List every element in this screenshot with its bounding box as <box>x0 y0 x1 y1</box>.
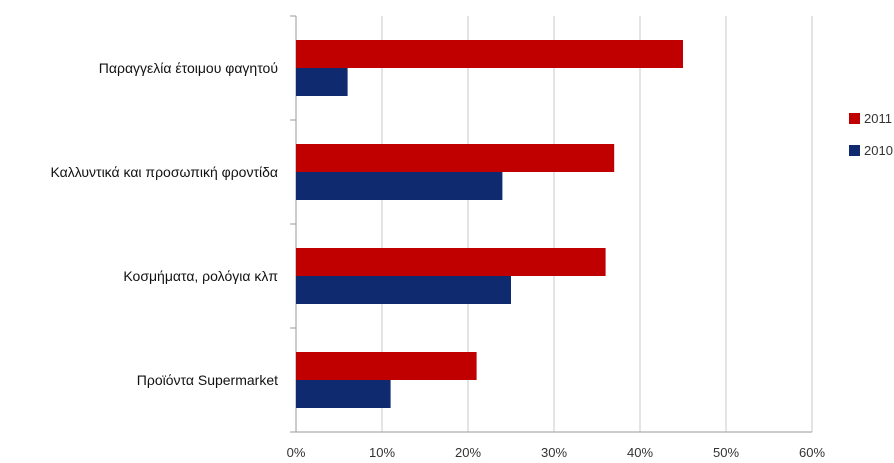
x-tick-label: 50% <box>713 445 739 460</box>
legend-label: 2011 <box>864 111 892 126</box>
category-labels: Παραγγελία έτοιμου φαγητού Καλλυντικά και… <box>50 60 278 388</box>
bar-2011-1 <box>296 144 615 172</box>
bar-2010-3 <box>296 380 391 408</box>
x-tick-label: 40% <box>627 445 653 460</box>
category-label: Προϊόντα Supermarket <box>137 372 278 388</box>
legend-swatch-2011 <box>849 113 860 124</box>
category-label: Παραγγελία έτοιμου φαγητού <box>99 60 278 76</box>
bar-2011-2 <box>296 248 606 276</box>
bar-2011-0 <box>296 40 683 68</box>
category-label: Καλλυντικά και προσωπική φροντίδα <box>50 164 278 180</box>
x-tick-label: 30% <box>541 445 567 460</box>
bar-2010-0 <box>296 68 348 96</box>
category-label: Κοσμήματα, ρολόγια κλπ <box>123 268 278 284</box>
x-tick-label: 60% <box>799 445 825 460</box>
x-tick-label: 20% <box>455 445 481 460</box>
x-tick-label: 0% <box>287 445 306 460</box>
bar-2011-3 <box>296 352 477 380</box>
legend: 2011 2010 <box>849 111 893 158</box>
x-tick-labels: 0% 10% 20% 30% 40% 50% 60% <box>287 445 826 460</box>
bars <box>296 40 683 408</box>
legend-label: 2010 <box>864 143 893 158</box>
x-tick-label: 10% <box>369 445 395 460</box>
bar-2010-2 <box>296 276 511 304</box>
bar-2010-1 <box>296 172 503 200</box>
legend-swatch-2010 <box>849 145 860 156</box>
